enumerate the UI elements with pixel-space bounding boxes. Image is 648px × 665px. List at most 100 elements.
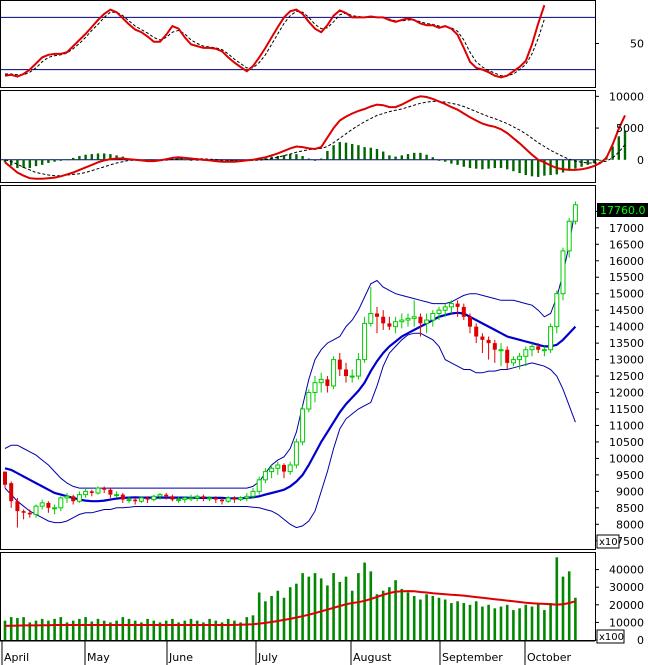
month-label-may: May bbox=[87, 651, 110, 664]
volume-bar bbox=[127, 618, 131, 640]
macd-histogram-bar bbox=[431, 157, 434, 160]
candle-down bbox=[120, 494, 125, 500]
candle-up bbox=[355, 359, 361, 377]
stoch-k-line bbox=[4, 4, 546, 79]
candle-down bbox=[492, 343, 497, 350]
candle-up bbox=[64, 495, 70, 499]
candle-up bbox=[250, 490, 256, 497]
macd-histogram-bar bbox=[72, 157, 75, 160]
macd-histogram-bar bbox=[375, 149, 379, 160]
volume-bar bbox=[555, 557, 559, 640]
macd-histogram-bar bbox=[444, 159, 447, 162]
macd-histogram-bar bbox=[456, 159, 459, 165]
volume-bar bbox=[319, 578, 323, 640]
volume-bar bbox=[164, 620, 168, 640]
candle-up bbox=[424, 319, 430, 324]
volume-bar bbox=[474, 601, 478, 640]
moving-average-line bbox=[4, 311, 577, 503]
month-label-june: June bbox=[168, 651, 193, 664]
bollinger-lower-band bbox=[4, 332, 576, 529]
volume-bar bbox=[102, 620, 106, 640]
price-tick-label: 14000 bbox=[609, 321, 644, 334]
stoch-d-line bbox=[5, 10, 545, 77]
macd-histogram-bar bbox=[599, 159, 602, 161]
volume-tick-label: 0 bbox=[637, 634, 644, 647]
macd-histogram-bar bbox=[537, 159, 540, 177]
candle-down bbox=[418, 316, 423, 324]
macd-histogram-bar bbox=[481, 159, 484, 170]
price-tick-label: 12000 bbox=[609, 387, 644, 400]
bollinger-upper-band bbox=[4, 208, 576, 489]
price-tick-label: 10500 bbox=[609, 436, 644, 449]
price-tick-label: 15500 bbox=[609, 271, 644, 284]
candle-up bbox=[114, 494, 120, 497]
price-tick-label: 15000 bbox=[609, 288, 644, 301]
volume-bar bbox=[282, 597, 286, 640]
macd-histogram-bar bbox=[34, 159, 38, 167]
volume-bar bbox=[183, 620, 187, 640]
macd-histogram-bar bbox=[65, 159, 69, 161]
volume-bar bbox=[152, 620, 156, 640]
volume-bar bbox=[65, 622, 69, 640]
volume-bar bbox=[84, 617, 87, 640]
candle-up bbox=[560, 250, 566, 295]
candle-up bbox=[498, 349, 504, 352]
price-tick-label: 13500 bbox=[609, 337, 644, 350]
candle-up bbox=[436, 309, 442, 314]
volume-bar bbox=[28, 622, 32, 640]
price-scale-note: x10 bbox=[596, 534, 620, 549]
macd-histogram-bar bbox=[78, 155, 81, 160]
macd-histogram-bar bbox=[282, 155, 286, 160]
macd-histogram-bar bbox=[413, 152, 416, 160]
price-tick-label: 12500 bbox=[609, 370, 644, 383]
candle-up bbox=[529, 345, 535, 351]
candle-up bbox=[566, 220, 572, 252]
macd-histogram-bar bbox=[3, 159, 7, 163]
candle-up bbox=[448, 303, 454, 308]
volume-bar bbox=[412, 596, 416, 640]
candle-up bbox=[244, 495, 250, 499]
month-label-october: October bbox=[527, 651, 571, 664]
volume-bar bbox=[171, 618, 174, 640]
candle-up bbox=[262, 471, 268, 481]
candle-up bbox=[312, 382, 318, 394]
candle-up bbox=[58, 497, 64, 509]
candle-up bbox=[318, 378, 324, 384]
volume-bar bbox=[195, 620, 199, 640]
price-tick-label: 14500 bbox=[609, 304, 644, 317]
macd-histogram-bar bbox=[617, 136, 620, 160]
volume-bar bbox=[375, 594, 379, 640]
price-tick-label: 8500 bbox=[616, 502, 644, 515]
volume-bar bbox=[276, 590, 280, 640]
price-tick-label: 16000 bbox=[609, 255, 644, 268]
candle-down bbox=[375, 313, 379, 317]
macd-histogram-bar bbox=[388, 155, 391, 160]
volume-bar bbox=[530, 606, 534, 640]
volume-bar bbox=[443, 599, 447, 640]
volume-bar bbox=[462, 603, 466, 640]
volume-bar bbox=[264, 601, 267, 640]
macd-histogram-bar bbox=[338, 142, 341, 160]
macd-histogram-bar bbox=[96, 153, 100, 160]
candle-up bbox=[275, 464, 281, 469]
macd-histogram-bar bbox=[28, 159, 31, 169]
macd-histogram-bar bbox=[493, 159, 496, 169]
month-label-september: September bbox=[442, 651, 503, 664]
volume-bar bbox=[549, 603, 552, 640]
candle-up bbox=[126, 499, 132, 502]
macd-histogram-bar bbox=[363, 147, 366, 160]
macd-histogram-bar bbox=[16, 159, 19, 169]
candle-up bbox=[331, 359, 337, 387]
candle-down bbox=[164, 494, 169, 497]
candle-down bbox=[15, 501, 20, 512]
candle-up bbox=[256, 479, 262, 492]
candle-down bbox=[21, 511, 26, 513]
candle-up bbox=[176, 499, 182, 502]
macd-histogram-bar bbox=[301, 155, 304, 160]
last-price-badge: 17760.0 bbox=[597, 203, 648, 217]
volume-bar bbox=[369, 571, 373, 640]
price-panel: 1750017000165001600015500150001450014000… bbox=[0, 185, 644, 550]
volume-bar bbox=[431, 596, 435, 640]
candle-up bbox=[541, 349, 547, 352]
